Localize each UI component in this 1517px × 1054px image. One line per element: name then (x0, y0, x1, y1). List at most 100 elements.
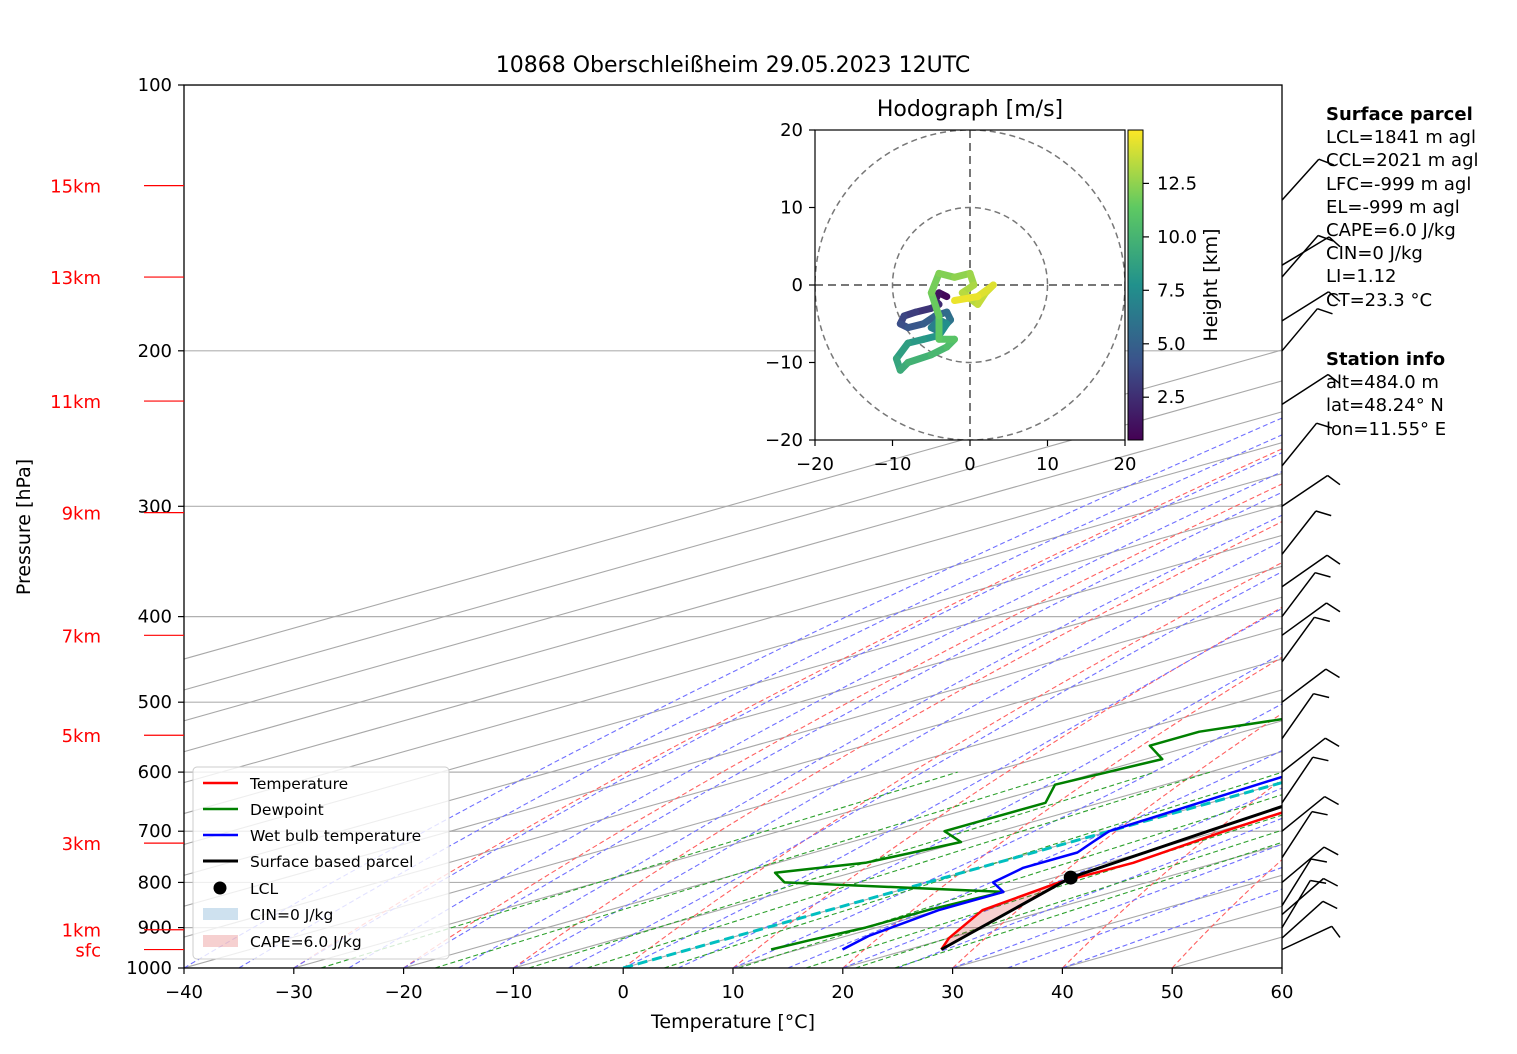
hodograph-segment (927, 289, 943, 320)
dry-adiabat (842, 656, 1282, 968)
colorbar-tick-label: 12.5 (1157, 173, 1197, 194)
isotherm-line (293, 689, 1282, 968)
colorbar-tick-label: 10.0 (1157, 227, 1197, 248)
isotherm-line (184, 596, 1282, 907)
surface-parcel-cape: CAPE=6.0 J/kg (1326, 220, 1456, 242)
hodograph-y-tick-label: −10 (765, 353, 803, 374)
height-label: 9km (62, 504, 101, 525)
height-label: 13km (50, 268, 101, 289)
y-axis-label: Pressure [hPa] (13, 459, 35, 595)
station-info-lat: lat=48.24° N (1326, 395, 1444, 417)
x-tick-label: 10 (722, 982, 745, 1003)
hodograph-y-tick-label: 0 (792, 275, 803, 296)
mixing-ratio-line (663, 771, 1282, 968)
mixing-ratio-line (805, 814, 1282, 968)
wind-barb-flag (1323, 846, 1339, 856)
wind-barb-shaft (1281, 616, 1315, 663)
moist-adiabat (732, 703, 1282, 968)
legend-label-temperature: Temperature (249, 775, 348, 793)
legend-label-lcl: LCL (250, 880, 278, 898)
wind-barb-flag (1317, 307, 1333, 315)
y-tick-label: 600 (138, 762, 172, 783)
dry-adiabat (622, 561, 1282, 968)
wind-barb-flag (1318, 158, 1335, 166)
wind-barb-shaft (1281, 572, 1316, 618)
wind-barb-flag (1324, 795, 1339, 806)
colorbar (1127, 129, 1144, 441)
wind-barb-flag (1325, 668, 1340, 679)
x-tick-label: −40 (165, 982, 203, 1003)
dry-adiabat (403, 483, 1282, 968)
wind-barb-shaft (1281, 796, 1326, 832)
profile-lines (770, 717, 1282, 951)
moist-adiabat (787, 749, 1282, 968)
wind-barb-flag (1316, 422, 1333, 429)
surface-parcel-heading: Surface parcel (1326, 104, 1473, 125)
axes: −40 −30 −20 −10 0 10 20 30 40 50 60100200300400500… (126, 75, 1293, 1003)
height-label: 11km (50, 392, 101, 413)
surface-parcel-lcl: LCL=1841 m agl (1326, 127, 1476, 149)
wind-barb-shaft (1281, 858, 1312, 907)
wind-barb-flag (1311, 810, 1328, 816)
wind-barb-shaft (1281, 756, 1314, 804)
hodograph-x-tick-label: 10 (1036, 454, 1059, 475)
dry-adiabat (513, 521, 1282, 968)
legend: Temperature Dewpoint Wet bulb temperatur… (192, 766, 450, 960)
hodograph-title: Hodograph [m/s] (877, 97, 1063, 122)
y-tick-label: 300 (138, 496, 172, 517)
surface-parcel-ccl: CCL=2021 m agl (1326, 150, 1479, 172)
isotherm-line (184, 442, 1282, 753)
surface-parcel-cin: CIN=0 J/kg (1326, 243, 1423, 265)
legend-label-wetbulb: Wet bulb temperature (250, 827, 421, 845)
x-tick-label: 0 (617, 982, 628, 1003)
height-label: 15km (50, 177, 101, 198)
height-label: 7km (62, 626, 101, 647)
y-tick-label: 1000 (126, 958, 172, 979)
x-tick-label: −20 (385, 982, 423, 1003)
isotherm-line (184, 349, 1282, 660)
isotherm-line (184, 411, 1282, 722)
wind-barb-flag (1328, 291, 1341, 302)
isotherm-line (403, 720, 1282, 968)
wind-barb-shaft (1281, 880, 1311, 928)
y-tick-label: 900 (138, 918, 172, 939)
station-info-panel: Station info alt=484.0 m lat=48.24° N lo… (1326, 348, 1446, 441)
moist-adiabat (403, 491, 1282, 968)
station-info-heading: Station info (1326, 349, 1446, 370)
isotherm-line (184, 503, 1282, 815)
y-tick-label: 500 (138, 692, 172, 713)
hodograph-y-tick-label: 10 (780, 198, 803, 219)
mixing-ratio-line (738, 794, 1282, 968)
wind-barb-flag (1324, 737, 1340, 748)
wind-barb-shaft (1281, 602, 1327, 636)
legend-box (192, 766, 450, 960)
x-tick-label: −30 (275, 982, 313, 1003)
legend-label-dewpoint: Dewpoint (250, 801, 324, 819)
hodograph-x-tick-label: 20 (1114, 454, 1137, 475)
surface-parcel-el: EL=-999 m agl (1326, 196, 1460, 218)
dry-adiabat (952, 712, 1282, 968)
wind-barb-shaft (1281, 308, 1318, 352)
legend-marker-lcl (213, 881, 227, 895)
wind-barb-shaft (1281, 474, 1329, 507)
isotherm-line (184, 658, 1282, 968)
y-tick-label: 800 (138, 872, 172, 893)
wind-barb-shaft (1281, 235, 1319, 278)
y-tick-label: 700 (138, 821, 172, 842)
colorbar-tick-label: 7.5 (1157, 280, 1186, 301)
wind-barb-flag (1322, 900, 1338, 910)
moist-adiabat (622, 607, 1282, 968)
wind-barb-flag (1315, 510, 1332, 517)
wind-barb-shaft (1281, 877, 1324, 916)
moist-adiabat (1062, 888, 1282, 968)
wind-barb-shaft (1281, 668, 1327, 703)
legend-swatch-cin (203, 908, 238, 920)
moist-adiabat (677, 652, 1282, 968)
hodograph-x-tick-label: −10 (874, 454, 912, 475)
series-temperature-line (940, 811, 1282, 951)
wind-barbs (1281, 158, 1341, 951)
hodograph-axes: −20 −10 0 10 20 −20 −10 0 10 20 (765, 120, 1136, 475)
colorbar-tick-label: 2.5 (1157, 387, 1186, 408)
surface-parcel-ct: CT=23.3 °C (1326, 289, 1433, 311)
